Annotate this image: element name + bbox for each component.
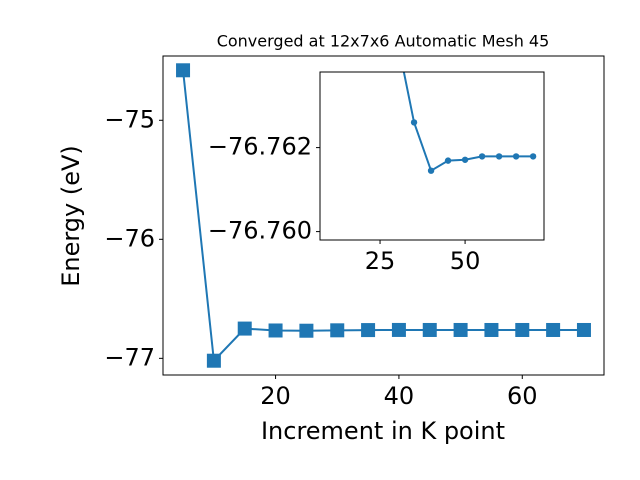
marker [546, 322, 561, 337]
x-axis-label: Increment in K point [261, 417, 505, 445]
plot-series [176, 63, 591, 368]
marker [237, 321, 252, 336]
chart-title: Converged at 12x7x6 Automatic Mesh 45 [217, 32, 550, 51]
x-tick-label: 60 [507, 382, 538, 410]
y-tick-label: −76.760 [208, 217, 312, 245]
axes-frame [162, 55, 605, 376]
plot-series [402, 72, 537, 174]
x-tick-label: 50 [450, 247, 481, 275]
axes-frame [319, 71, 545, 241]
marker [361, 323, 376, 338]
y-tick-label: −76.762 [208, 133, 312, 161]
marker [427, 167, 435, 174]
x-tick-label: 40 [384, 382, 415, 410]
marker [206, 353, 221, 368]
marker [391, 322, 406, 337]
y-tick-label: −76 [104, 224, 155, 252]
marker [176, 63, 191, 78]
y-axis-label: Energy (eV) [57, 145, 85, 287]
marker [495, 153, 503, 160]
marker [299, 323, 314, 338]
x-tick-label: 20 [260, 382, 291, 410]
marker [410, 119, 418, 126]
x-tick-label: 25 [365, 247, 396, 275]
marker [576, 322, 591, 337]
marker [529, 153, 537, 160]
marker [484, 322, 499, 337]
marker [422, 322, 437, 337]
marker [515, 322, 530, 337]
marker [330, 323, 345, 338]
marker [268, 323, 283, 338]
marker [453, 322, 468, 337]
y-tick-label: −77 [104, 343, 155, 371]
y-tick-label: −75 [104, 105, 155, 133]
marker [478, 153, 486, 160]
marker [512, 153, 520, 160]
marker [444, 157, 452, 164]
marker [461, 156, 469, 163]
